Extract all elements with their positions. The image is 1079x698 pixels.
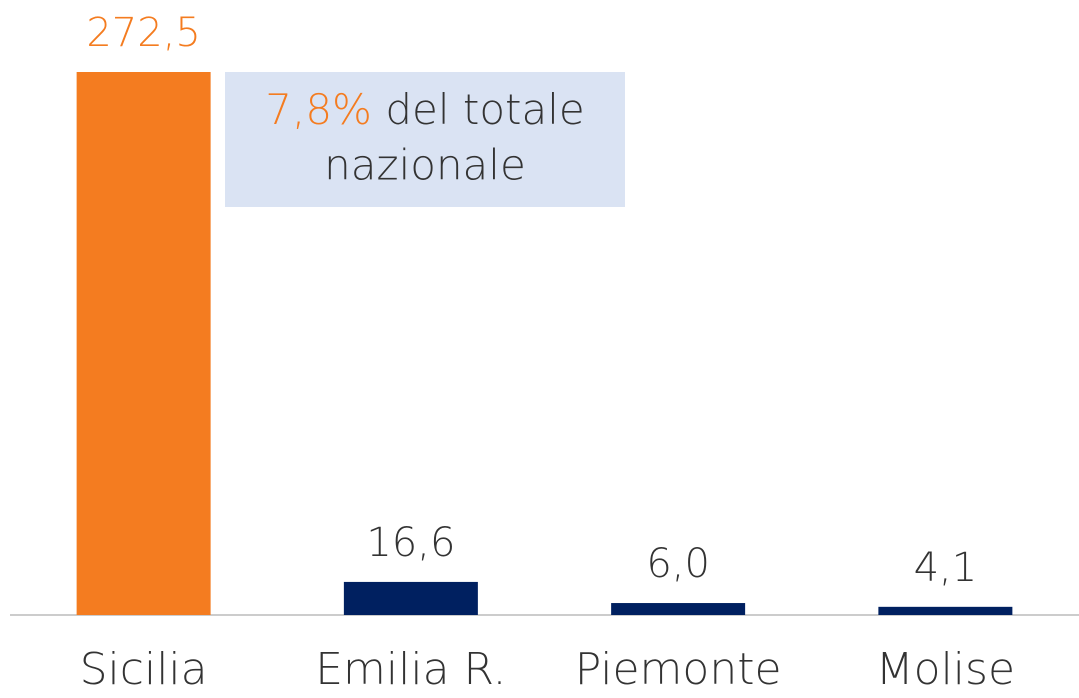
value-label: 6,0 xyxy=(646,541,710,587)
bar xyxy=(343,581,478,615)
value-label: 272,5 xyxy=(86,10,201,56)
value-label: 16,6 xyxy=(366,520,455,566)
x-tick-label: Piemonte xyxy=(575,644,782,695)
annotation-highlight: 7,8% xyxy=(265,85,372,134)
x-tick-label: Molise xyxy=(876,644,1015,695)
bar xyxy=(611,603,746,615)
x-tick-label: Emilia R. xyxy=(315,644,506,695)
bar xyxy=(76,72,211,615)
annotation-line: nazionale xyxy=(324,141,526,190)
value-label: 4,1 xyxy=(914,545,978,591)
annotation-line: 7,8% del totale xyxy=(265,85,584,134)
annotation-text: del totale xyxy=(385,85,584,134)
x-tick-label: Sicilia xyxy=(80,644,208,695)
annotation-box xyxy=(225,72,625,207)
bar xyxy=(878,606,1013,615)
